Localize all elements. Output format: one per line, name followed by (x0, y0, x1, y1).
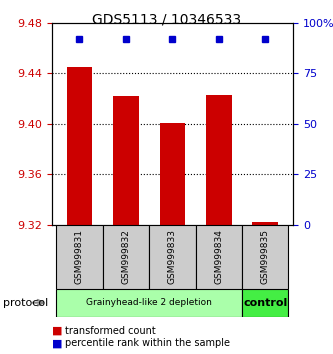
Text: Grainyhead-like 2 depletion: Grainyhead-like 2 depletion (86, 298, 212, 307)
Bar (149, 225, 195, 289)
Text: protocol: protocol (3, 298, 49, 308)
Bar (113, 96, 139, 225)
Text: ■: ■ (52, 338, 62, 348)
Bar (56, 289, 242, 317)
Text: GSM999834: GSM999834 (214, 229, 223, 284)
Bar (103, 225, 149, 289)
Text: GDS5113 / 10346533: GDS5113 / 10346533 (92, 12, 241, 27)
Text: ■: ■ (52, 326, 62, 336)
Text: transformed count: transformed count (65, 326, 156, 336)
Bar (56, 225, 103, 289)
Text: GSM999832: GSM999832 (122, 229, 131, 284)
Bar (67, 67, 92, 225)
Text: GSM999833: GSM999833 (168, 229, 177, 284)
Bar (242, 289, 288, 317)
Text: GSM999835: GSM999835 (261, 229, 270, 284)
Bar (160, 122, 185, 225)
Bar (242, 225, 288, 289)
Bar (206, 95, 231, 225)
Bar (195, 225, 242, 289)
Text: percentile rank within the sample: percentile rank within the sample (65, 338, 230, 348)
Bar (252, 222, 278, 225)
Text: GSM999831: GSM999831 (75, 229, 84, 284)
Text: control: control (243, 298, 287, 308)
